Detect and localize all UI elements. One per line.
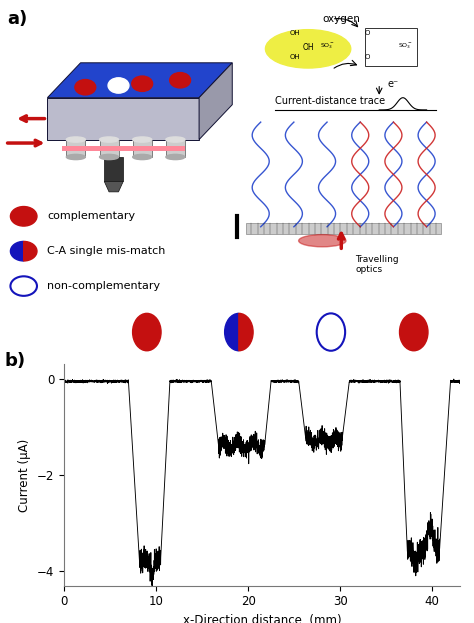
Circle shape [75, 80, 96, 95]
Text: OH: OH [289, 30, 300, 36]
Polygon shape [47, 63, 232, 98]
Text: b): b) [5, 352, 26, 370]
Polygon shape [199, 63, 232, 140]
Text: Travelling
optics: Travelling optics [356, 255, 399, 274]
Polygon shape [100, 140, 118, 157]
Text: a): a) [7, 11, 27, 29]
Text: O: O [365, 54, 370, 60]
Text: oxygen: oxygen [322, 14, 360, 24]
Text: C-A single mis-match: C-A single mis-match [47, 246, 166, 256]
Text: OH: OH [302, 42, 314, 52]
Wedge shape [24, 242, 37, 261]
Ellipse shape [166, 155, 185, 159]
Ellipse shape [133, 155, 152, 159]
Ellipse shape [166, 137, 185, 142]
Ellipse shape [133, 137, 152, 142]
Circle shape [132, 76, 153, 92]
X-axis label: x-Direction distance  (mm): x-Direction distance (mm) [182, 614, 341, 623]
Polygon shape [62, 146, 185, 151]
Ellipse shape [265, 30, 351, 68]
Text: OH: OH [289, 54, 300, 60]
Circle shape [170, 72, 191, 88]
Text: Current-distance trace: Current-distance trace [275, 96, 385, 106]
Text: SO$_3^-$: SO$_3^-$ [398, 41, 413, 50]
Ellipse shape [100, 137, 118, 142]
Ellipse shape [66, 155, 85, 159]
Wedge shape [10, 242, 24, 261]
Y-axis label: Current (μA): Current (μA) [18, 439, 31, 511]
Text: non-complementary: non-complementary [47, 281, 161, 291]
Text: complementary: complementary [47, 211, 136, 221]
Polygon shape [104, 157, 123, 181]
Ellipse shape [66, 137, 85, 142]
Circle shape [10, 207, 37, 226]
Text: SO$_3^-$: SO$_3^-$ [320, 41, 335, 50]
Polygon shape [66, 140, 85, 157]
Polygon shape [47, 98, 199, 140]
Polygon shape [166, 140, 185, 157]
Polygon shape [246, 223, 441, 234]
Text: O: O [365, 30, 370, 36]
Polygon shape [104, 181, 123, 192]
Ellipse shape [299, 235, 346, 247]
Ellipse shape [100, 155, 118, 159]
Text: e⁻: e⁻ [388, 79, 399, 89]
Circle shape [108, 78, 129, 93]
Polygon shape [133, 140, 152, 157]
